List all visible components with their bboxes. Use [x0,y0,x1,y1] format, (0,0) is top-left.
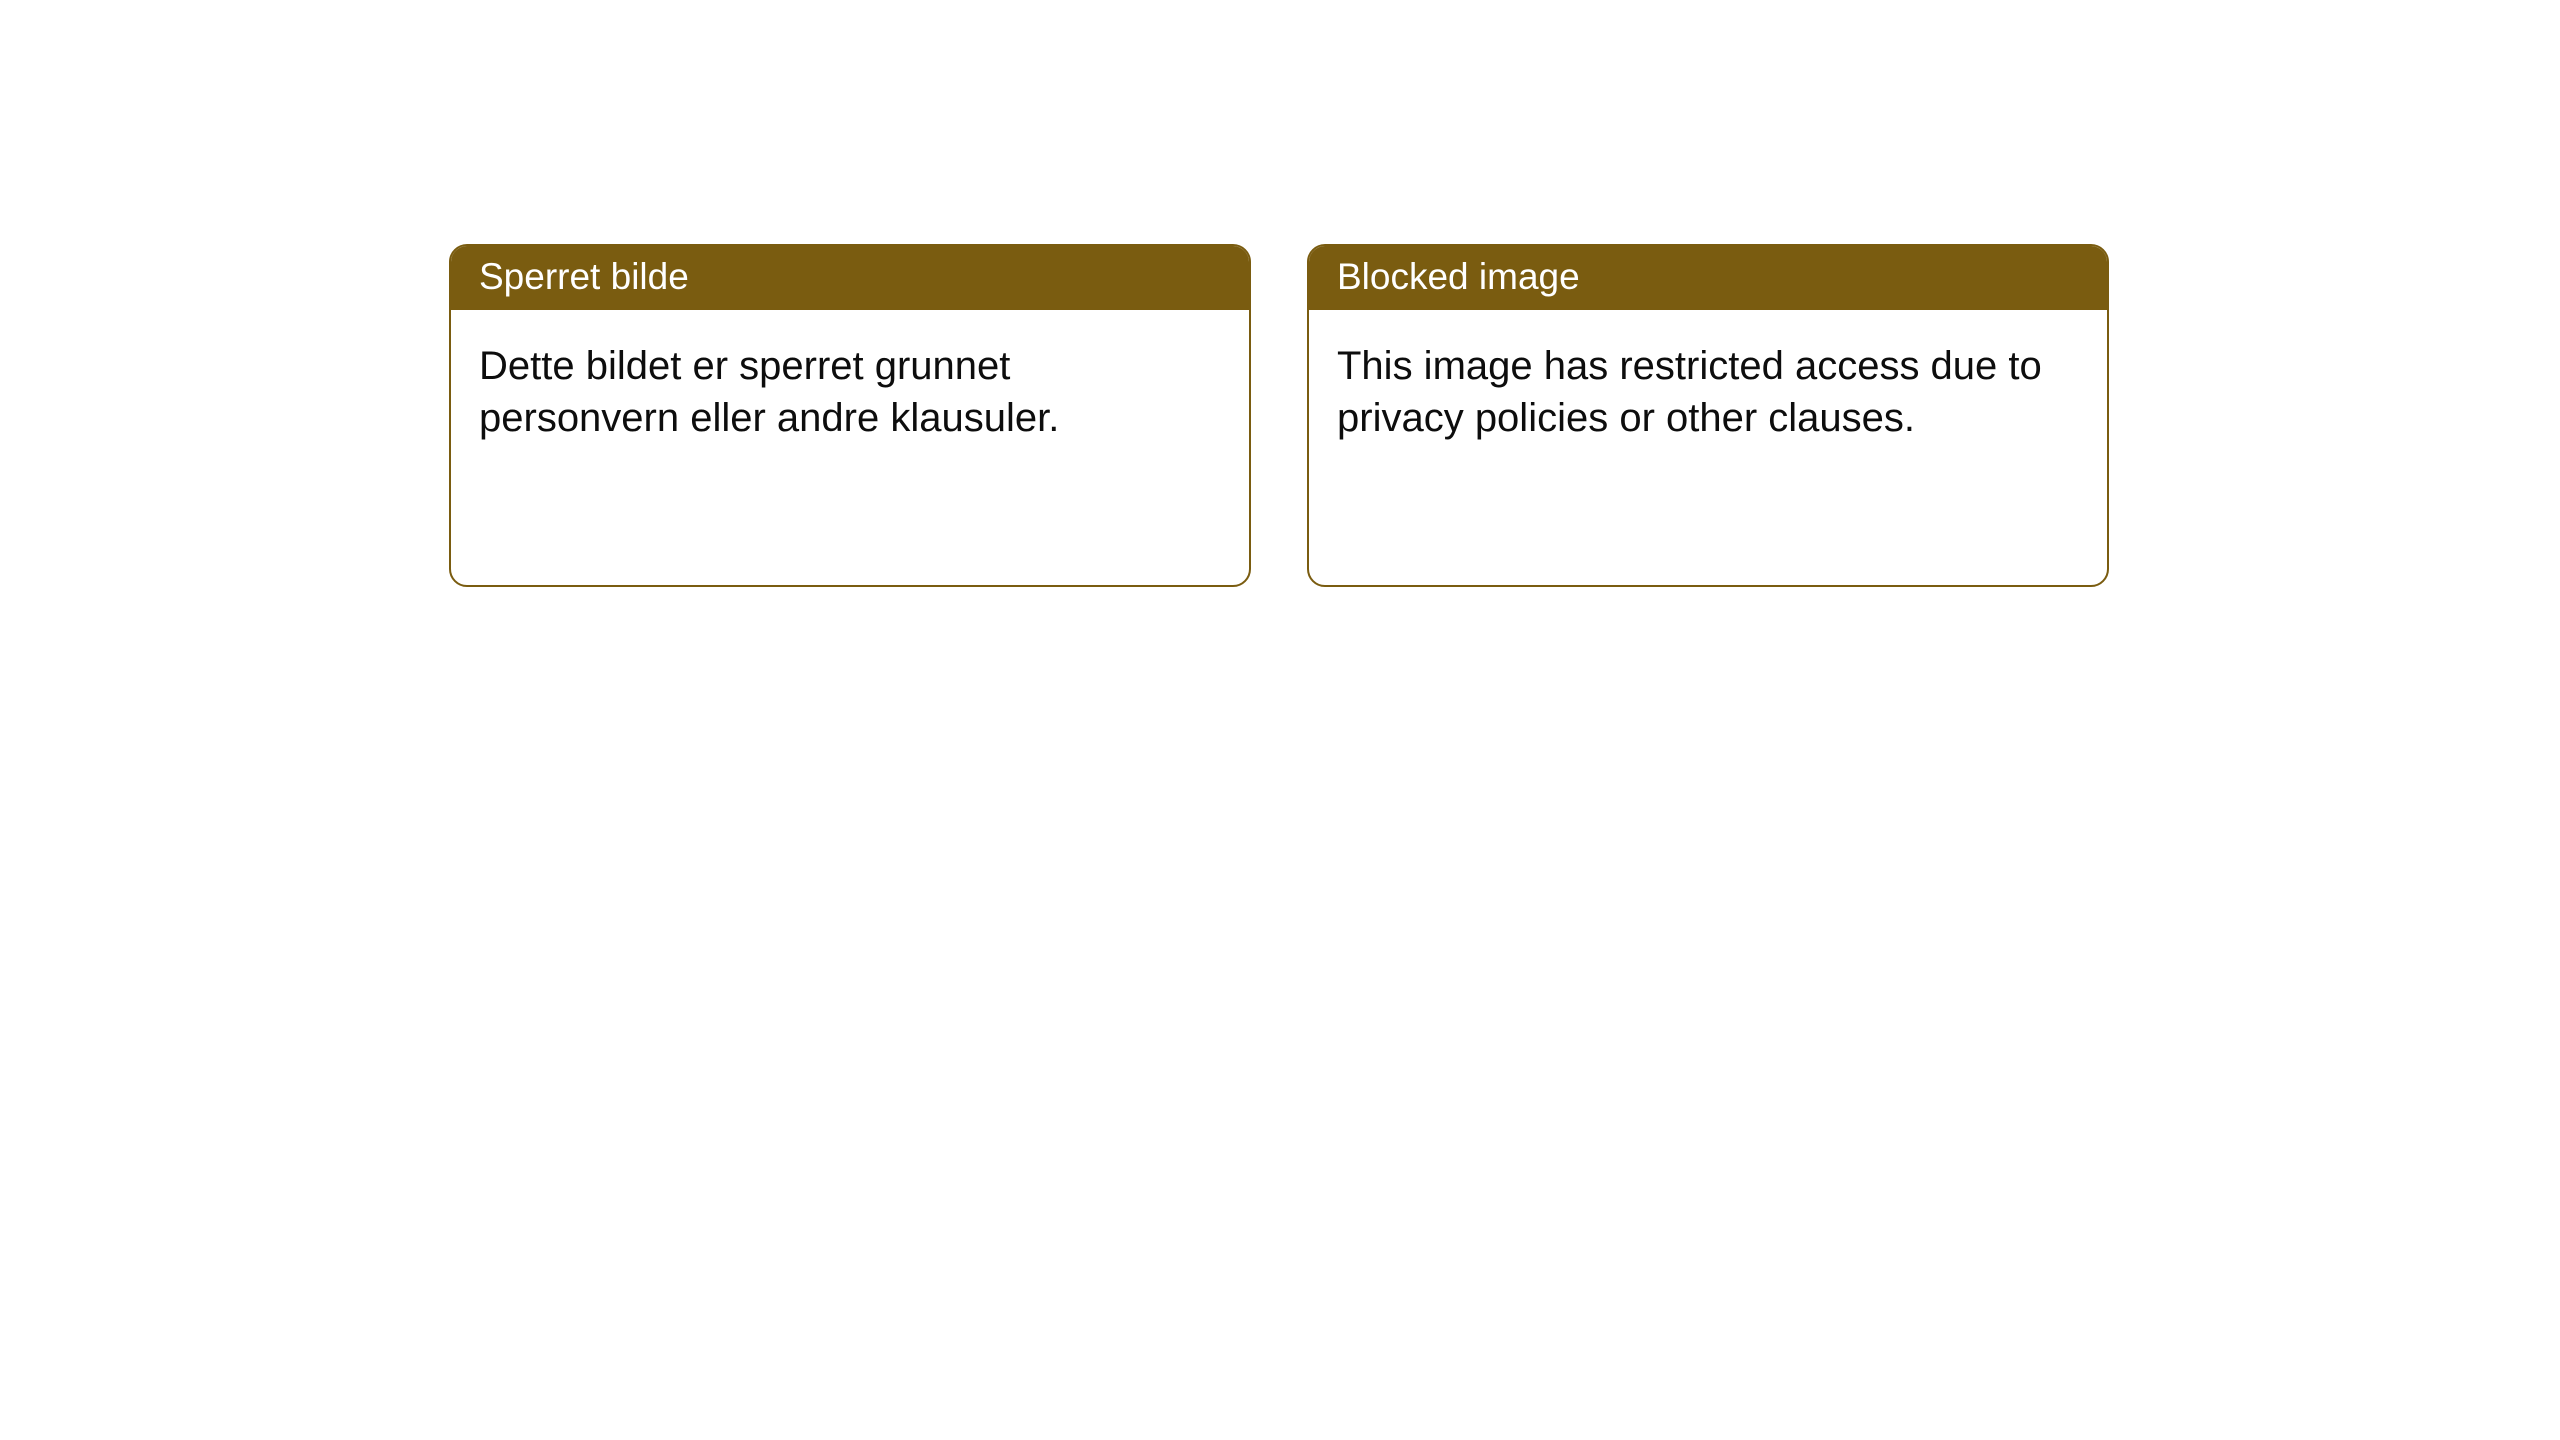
notice-header: Sperret bilde [451,246,1249,310]
notice-container: Sperret bilde Dette bildet er sperret gr… [449,244,2109,587]
notice-body-text: This image has restricted access due to … [1337,344,2042,440]
notice-body-text: Dette bildet er sperret grunnet personve… [479,344,1059,440]
notice-header: Blocked image [1309,246,2107,310]
notice-body: This image has restricted access due to … [1309,310,2107,585]
notice-body: Dette bildet er sperret grunnet personve… [451,310,1249,585]
notice-card-norwegian: Sperret bilde Dette bildet er sperret gr… [449,244,1251,587]
notice-title: Sperret bilde [479,256,689,297]
notice-card-english: Blocked image This image has restricted … [1307,244,2109,587]
notice-title: Blocked image [1337,256,1580,297]
